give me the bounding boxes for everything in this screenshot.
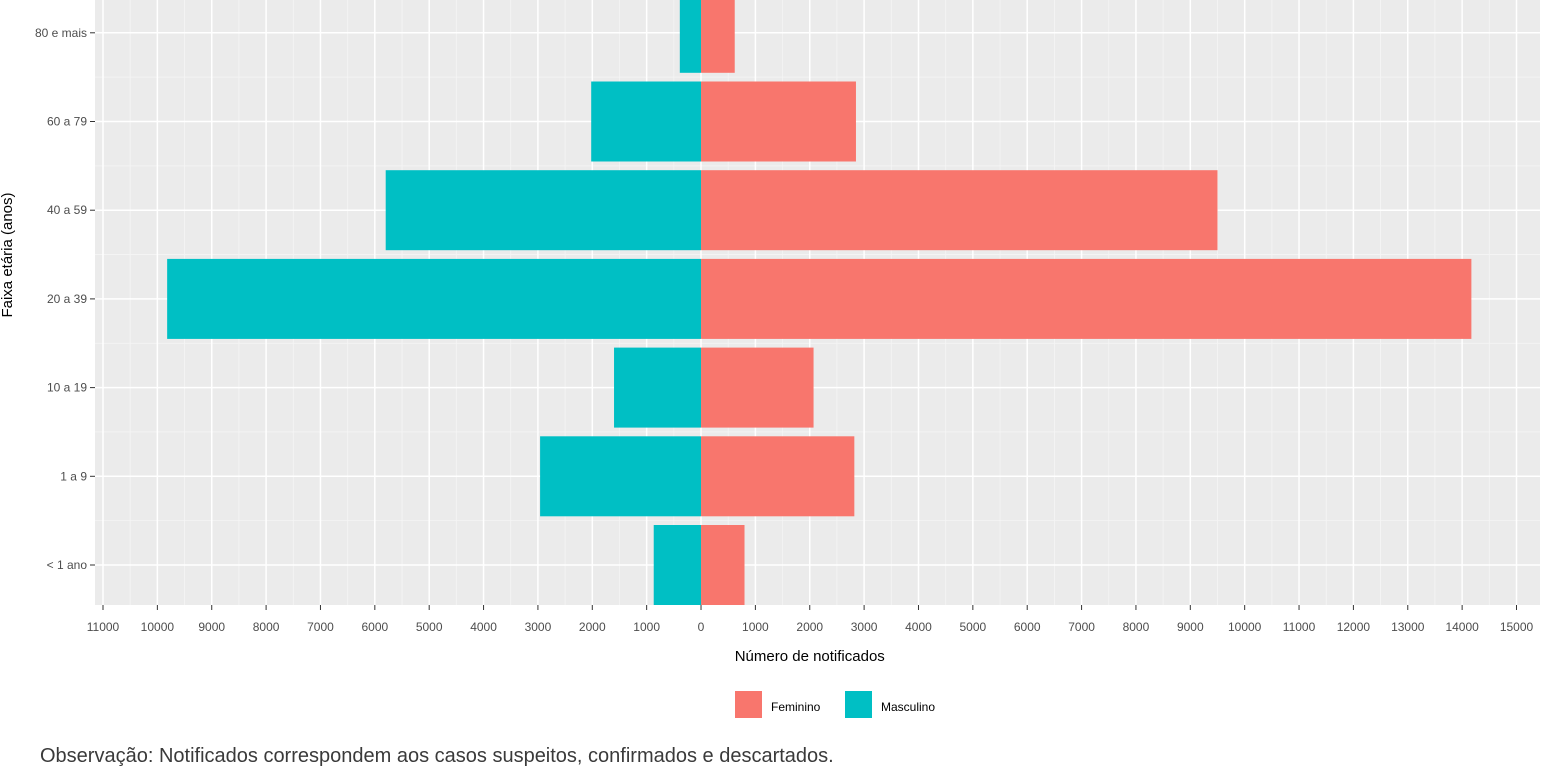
bar-feminino xyxy=(701,525,745,605)
bars-layer xyxy=(167,0,1472,605)
x-tick-label: 12000 xyxy=(1337,620,1371,634)
y-tick-label: 60 a 79 xyxy=(47,115,87,129)
y-tick-label: 10 a 19 xyxy=(47,381,87,395)
bar-masculino xyxy=(679,0,702,73)
x-tick-label: 13000 xyxy=(1391,620,1425,634)
x-tick-label: 0 xyxy=(698,620,705,634)
x-tick-label: 1000 xyxy=(633,620,660,634)
x-tick-label: 6000 xyxy=(1014,620,1041,634)
bar-masculino xyxy=(591,81,702,162)
x-tick-label: 5000 xyxy=(959,620,986,634)
x-tick-label: 15000 xyxy=(1500,620,1534,634)
legend-label: Masculino xyxy=(881,700,935,714)
x-tick-label: 14000 xyxy=(1445,620,1479,634)
x-tick-label: 7000 xyxy=(307,620,334,634)
x-tick-label: 2000 xyxy=(579,620,606,634)
x-tick-label: 3000 xyxy=(851,620,878,634)
x-tick-label: 10000 xyxy=(141,620,175,634)
x-tick-label: 10000 xyxy=(1228,620,1262,634)
x-tick-label: 11000 xyxy=(1283,620,1316,634)
bar-feminino xyxy=(701,170,1218,251)
x-tick-label: 5000 xyxy=(416,620,443,634)
x-tick-label: 6000 xyxy=(361,620,388,634)
legend-swatch xyxy=(735,691,762,718)
legend-swatch xyxy=(845,691,872,718)
bar-feminino xyxy=(701,81,856,162)
bar-feminino xyxy=(701,0,735,73)
x-tick-label: 9000 xyxy=(1177,620,1204,634)
x-axis-title: Número de notificados xyxy=(735,648,885,665)
y-tick-label: < 1 ano xyxy=(47,558,88,572)
bar-masculino xyxy=(614,347,702,428)
y-tick-label: 40 a 59 xyxy=(47,203,87,217)
x-tick-label: 2000 xyxy=(796,620,823,634)
bar-masculino xyxy=(167,258,702,339)
bar-masculino xyxy=(653,525,702,605)
y-tick-label: 20 a 39 xyxy=(47,292,87,306)
x-tick-label: 9000 xyxy=(198,620,225,634)
x-axis: 11000 10000 9000 8000 7000 6000 5000 4000 3000 20… xyxy=(87,605,1534,634)
bar-masculino xyxy=(540,436,702,517)
x-tick-label: 8000 xyxy=(253,620,280,634)
population-pyramid-chart: < 1 ano 1 a 9 10 a 19 20 a 39 40 a 59 60 a 79… xyxy=(0,0,1540,718)
y-axis-title: Faixa etária (anos) xyxy=(0,192,16,317)
y-tick-label: 80 e mais xyxy=(35,26,87,40)
bar-masculino xyxy=(385,170,702,251)
x-tick-label: 11000 xyxy=(87,620,120,634)
y-tick-label: 1 a 9 xyxy=(60,469,87,483)
x-tick-label: 3000 xyxy=(525,620,552,634)
bar-feminino xyxy=(701,347,814,428)
legend-label: Feminino xyxy=(771,700,821,714)
observation-note: Observação: Notificados correspondem aos… xyxy=(40,745,834,767)
legend: Feminino Masculino xyxy=(735,691,935,718)
x-tick-label: 8000 xyxy=(1123,620,1150,634)
y-axis: < 1 ano 1 a 9 10 a 19 20 a 39 40 a 59 60 a 79… xyxy=(35,26,95,572)
x-tick-label: 4000 xyxy=(470,620,497,634)
bar-feminino xyxy=(701,436,855,517)
x-tick-label: 4000 xyxy=(905,620,932,634)
bar-feminino xyxy=(701,258,1472,339)
x-tick-label: 7000 xyxy=(1068,620,1095,634)
x-tick-label: 1000 xyxy=(742,620,769,634)
